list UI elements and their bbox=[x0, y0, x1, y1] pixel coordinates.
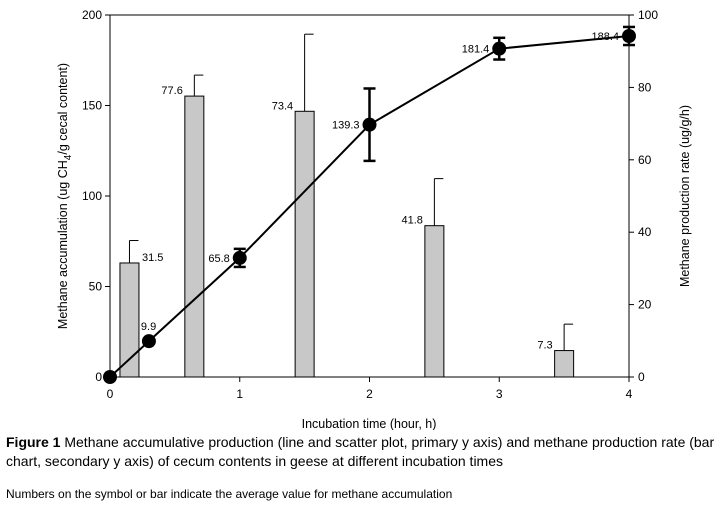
y-right-tick-label: 40 bbox=[638, 225, 652, 239]
bar bbox=[554, 350, 575, 378]
line-point bbox=[232, 250, 247, 265]
bar-series bbox=[119, 33, 575, 378]
line-point bbox=[492, 41, 507, 56]
figure-label: Figure 1 bbox=[6, 434, 61, 450]
y-left-tick-label: 200 bbox=[82, 8, 102, 22]
y-left-tick-label: 0 bbox=[95, 370, 102, 384]
y-axis-right-label: Methane production rate (ug/g/h) bbox=[678, 105, 692, 287]
figure-caption: Figure 1 Methane accumulative production… bbox=[6, 433, 722, 471]
y-right-tick-label: 100 bbox=[638, 8, 658, 22]
y-axis-left-label: Methane accumulation (ug CH4/g cecal con… bbox=[56, 63, 74, 329]
point-data-label: 139.3 bbox=[332, 120, 360, 132]
line-path bbox=[109, 35, 630, 378]
y-right-tick-label: 20 bbox=[638, 298, 652, 312]
figure-note: Numbers on the symbol or bar indicate th… bbox=[6, 487, 453, 501]
bar-data-label: 41.8 bbox=[401, 215, 422, 227]
x-tick-label: 3 bbox=[496, 387, 503, 401]
data-labels: 31.5 77.6 73.4 41.8 7.3 9.9 65.8 139.3 181.4 188.… bbox=[141, 31, 619, 352]
x-tick-label: 2 bbox=[366, 387, 373, 401]
point-data-label: 188.4 bbox=[591, 31, 619, 43]
bar-data-label: 31.5 bbox=[142, 252, 163, 264]
point-data-label: 65.8 bbox=[208, 253, 229, 265]
x-tick-label: 1 bbox=[236, 387, 243, 401]
x-tick-label: 0 bbox=[107, 387, 114, 401]
y-right-tick-label: 80 bbox=[638, 80, 652, 94]
line-series bbox=[103, 25, 636, 384]
x-tick-label: 4 bbox=[626, 387, 633, 401]
line-point bbox=[141, 334, 156, 349]
caption-text: Methane accumulative production (line an… bbox=[6, 434, 715, 469]
y-left-tick-label: 100 bbox=[82, 189, 102, 203]
y-left-tick-label: 50 bbox=[89, 280, 103, 294]
bar-data-label: 77.6 bbox=[161, 85, 182, 97]
bar-data-label: 7.3 bbox=[537, 340, 552, 352]
bar-data-label: 73.4 bbox=[272, 100, 293, 112]
bar bbox=[424, 225, 445, 378]
y-left-tick-label: 150 bbox=[82, 99, 102, 113]
line-point bbox=[362, 117, 377, 132]
point-data-label: 181.4 bbox=[462, 44, 490, 56]
y-right-tick-label: 60 bbox=[638, 153, 652, 167]
line-point bbox=[622, 28, 636, 43]
x-axis-label: Incubation time (hour, h) bbox=[302, 417, 437, 430]
point-data-label: 9.9 bbox=[141, 321, 156, 333]
bar bbox=[294, 110, 315, 378]
y-right-tick-label: 0 bbox=[638, 370, 645, 384]
bar bbox=[184, 95, 205, 378]
